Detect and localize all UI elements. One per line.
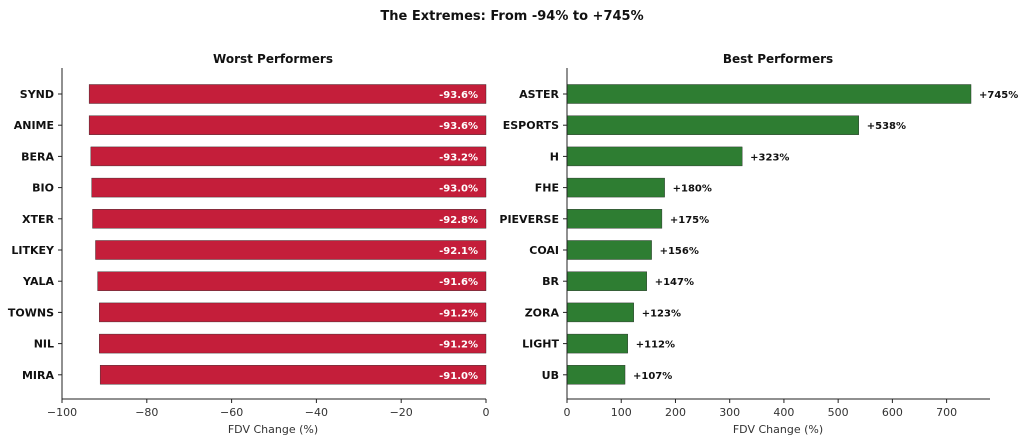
x-tick-label: 300 xyxy=(719,406,740,419)
chart-title: Best Performers xyxy=(723,52,833,66)
category-label: BERA xyxy=(21,150,54,163)
data-label: -93.6% xyxy=(439,90,478,101)
data-label: -92.1% xyxy=(439,246,478,257)
category-label: ASTER xyxy=(519,88,559,101)
data-label: -91.6% xyxy=(439,277,478,288)
x-tick-label: 0 xyxy=(564,406,571,419)
category-label: LIGHT xyxy=(522,338,559,351)
x-tick-label: −80 xyxy=(135,406,158,419)
category-label: NIL xyxy=(34,338,54,351)
bar xyxy=(92,209,487,229)
x-tick-label: −40 xyxy=(305,406,328,419)
bar xyxy=(88,84,487,104)
x-tick-label: 200 xyxy=(665,406,686,419)
data-label: -93.2% xyxy=(439,152,478,163)
bar xyxy=(566,209,663,229)
data-label: +180% xyxy=(673,184,712,195)
bar xyxy=(566,177,665,198)
data-label: +123% xyxy=(642,308,681,319)
category-label: LITKEY xyxy=(11,244,55,257)
bar xyxy=(566,146,743,167)
category-label: PIEVERSE xyxy=(499,213,559,226)
category-label: MIRA xyxy=(22,369,55,382)
bar xyxy=(95,240,487,260)
category-label: YALA xyxy=(22,275,54,288)
bar xyxy=(566,333,628,354)
data-label: -93.0% xyxy=(439,184,478,195)
x-tick-label: 600 xyxy=(882,406,903,419)
category-label: SYND xyxy=(20,88,54,101)
x-tick-label: −20 xyxy=(390,406,413,419)
chart-title: Worst Performers xyxy=(213,52,333,66)
best-performers-chart: Best Performers FDV Change (%) ASTER ESPO… xyxy=(499,52,1018,436)
category-label: H xyxy=(550,150,559,163)
data-label: -92.8% xyxy=(439,215,478,226)
category-label: FHE xyxy=(535,182,559,195)
figure-title: The Extremes: From -94% to +745% xyxy=(380,9,643,24)
data-label: -91.0% xyxy=(439,371,478,382)
worst-performers-chart: Worst Performers FDV Change (%) SYND ANIM… xyxy=(8,52,490,436)
data-label: +175% xyxy=(670,215,709,226)
bar xyxy=(90,146,487,167)
bar xyxy=(99,302,487,323)
x-tick-label: 100 xyxy=(611,406,632,419)
x-tick-label: −100 xyxy=(47,406,77,419)
bar xyxy=(88,115,487,135)
bar xyxy=(91,177,487,198)
category-label: COAI xyxy=(529,244,559,257)
category-label: ESPORTS xyxy=(503,119,559,132)
x-tick-label: −60 xyxy=(220,406,243,419)
data-label: +538% xyxy=(867,121,906,132)
data-label: -91.2% xyxy=(439,340,478,351)
bar xyxy=(99,333,487,354)
bar xyxy=(566,240,652,260)
x-tick-label: 400 xyxy=(773,406,794,419)
data-label: -93.6% xyxy=(439,121,478,132)
x-tick-label: 500 xyxy=(828,406,849,419)
bar xyxy=(566,302,634,323)
data-label: +156% xyxy=(660,246,699,257)
bar xyxy=(566,365,626,385)
x-tick-label: 700 xyxy=(936,406,957,419)
data-label: +147% xyxy=(655,277,694,288)
category-label: ZORA xyxy=(525,306,560,319)
category-label: BR xyxy=(542,275,559,288)
bar xyxy=(566,271,647,291)
data-label: +323% xyxy=(750,152,789,163)
category-label: BIO xyxy=(32,182,54,195)
x-tick-label: 0 xyxy=(483,406,490,419)
category-label: XTER xyxy=(22,213,54,226)
bar xyxy=(97,271,487,291)
category-label: TOWNS xyxy=(8,306,54,319)
bar xyxy=(99,365,487,385)
category-label: UB xyxy=(542,369,559,382)
bar xyxy=(566,115,859,135)
bar xyxy=(566,84,972,104)
data-label: -91.2% xyxy=(439,308,478,319)
x-axis-label: FDV Change (%) xyxy=(733,423,823,436)
category-label: ANIME xyxy=(14,119,54,132)
data-label: +745% xyxy=(979,90,1018,101)
x-axis-label: FDV Change (%) xyxy=(228,423,318,436)
data-label: +112% xyxy=(636,340,675,351)
data-label: +107% xyxy=(633,371,672,382)
